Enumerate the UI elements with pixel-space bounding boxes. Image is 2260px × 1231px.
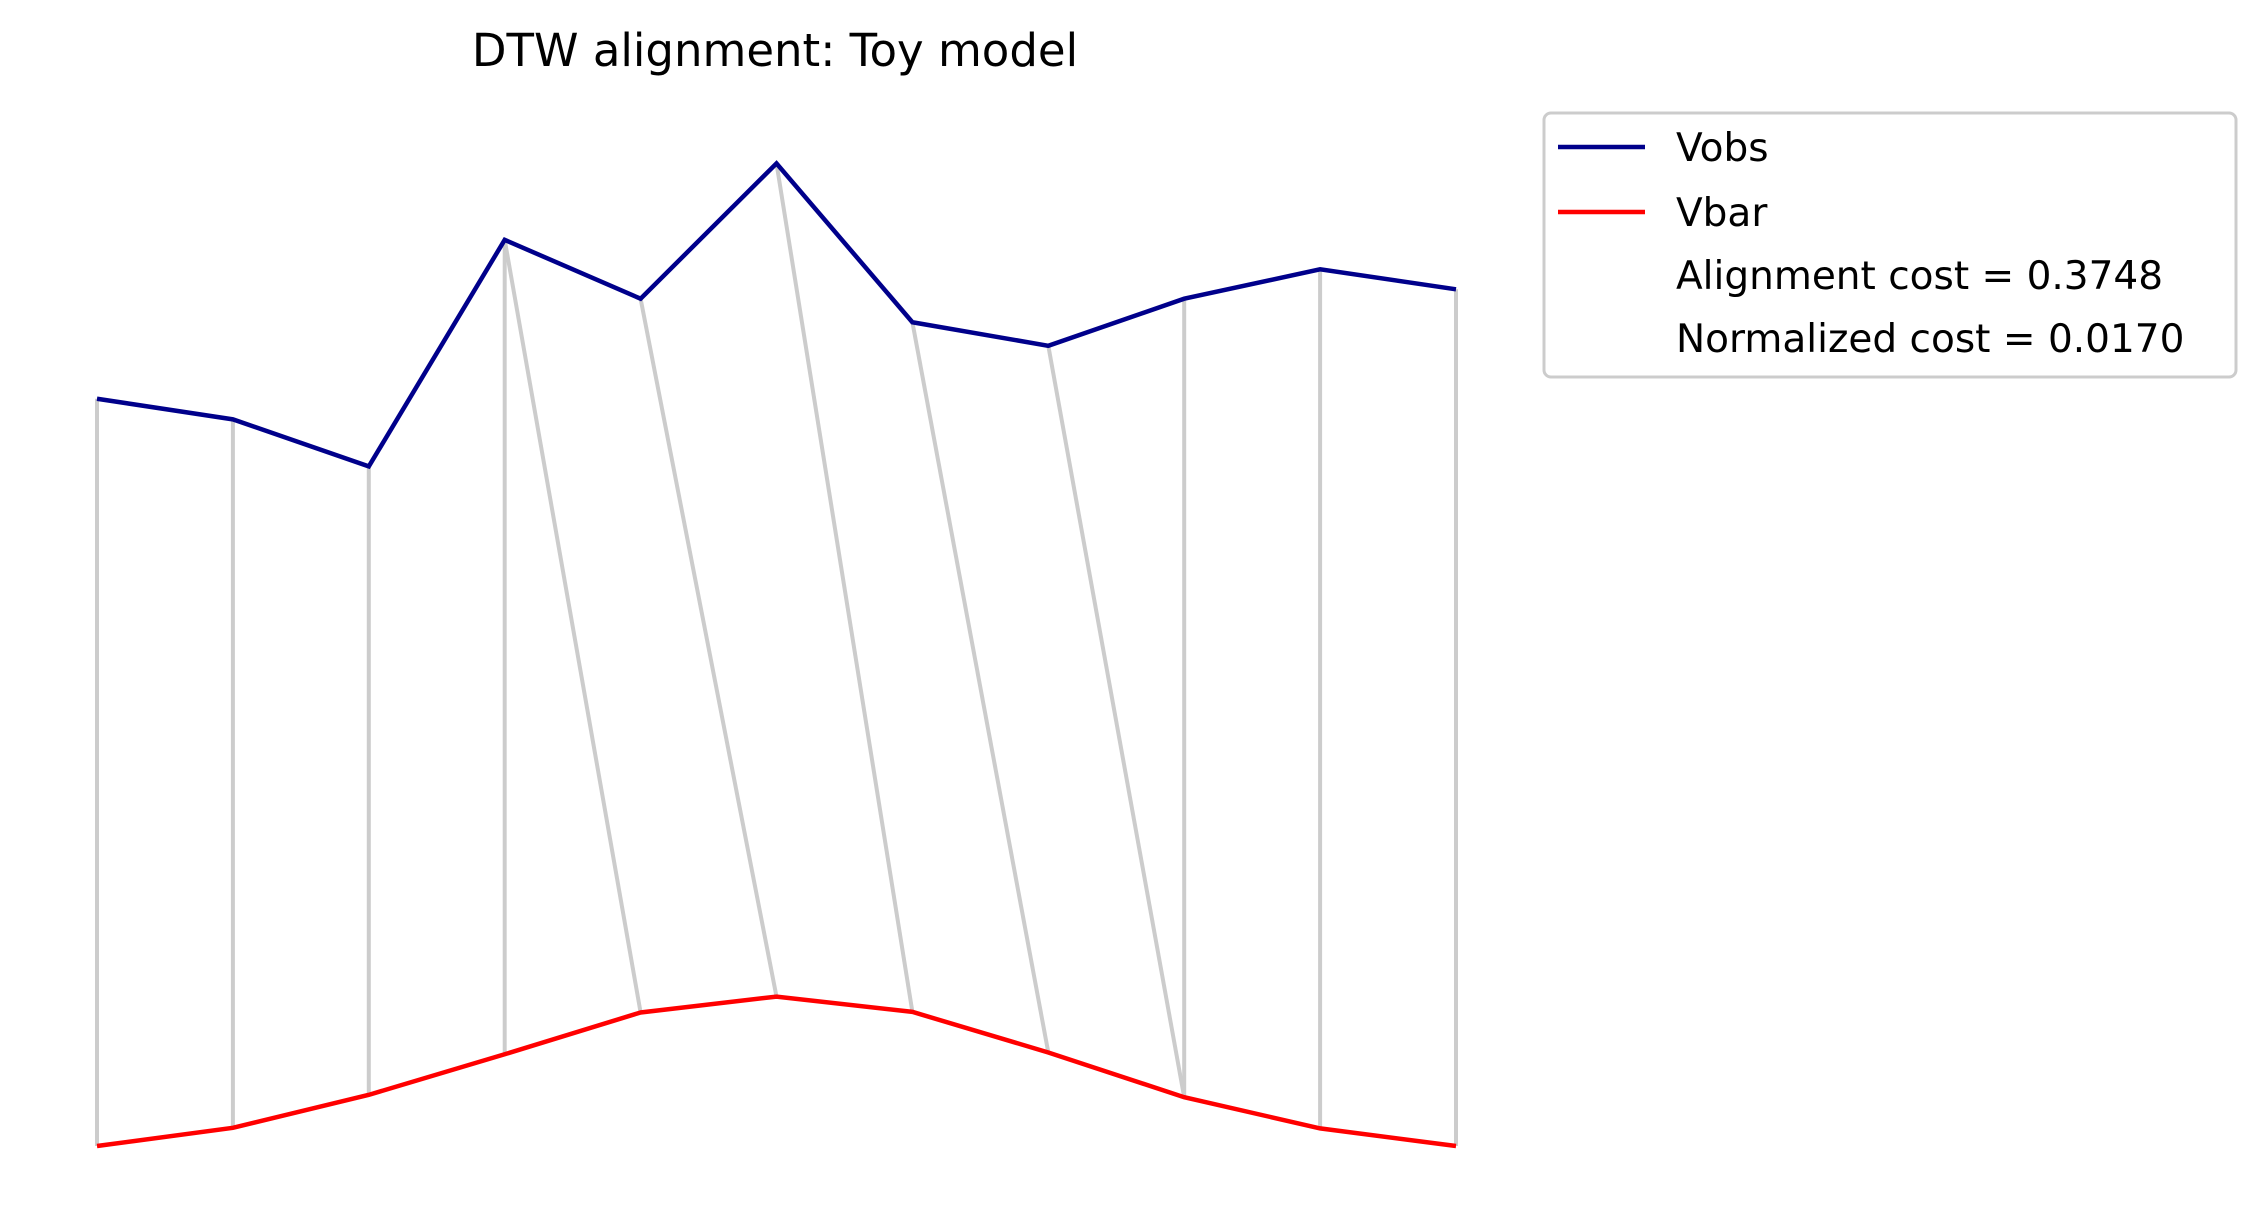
alignment-line-8 — [1046, 345, 1187, 1098]
alignment-line-7 — [910, 321, 1051, 1053]
alignment-line-5 — [638, 298, 779, 997]
alignment-lines — [95, 163, 1458, 1147]
series-line-vobs — [96, 160, 1457, 470]
legend-frame — [1542, 111, 2238, 379]
legend: Vobs Vbar Alignment cost = 0.3748 Normal… — [1542, 111, 2238, 379]
series-line-vbar — [96, 994, 1457, 1149]
legend-label-vobs: Vobs — [1676, 126, 1769, 171]
chart-title: DTW alignment: Toy model — [472, 24, 1078, 77]
alignment-line-4 — [502, 239, 643, 1013]
alignment-line-6 — [774, 163, 915, 1013]
alignment-cost-label: Alignment cost = 0.3748 — [1676, 254, 2163, 299]
legend-label-vbar: Vbar — [1676, 191, 1768, 236]
series-lines — [96, 160, 1457, 1149]
normalized-cost-label: Normalized cost = 0.0170 — [1676, 317, 2184, 362]
